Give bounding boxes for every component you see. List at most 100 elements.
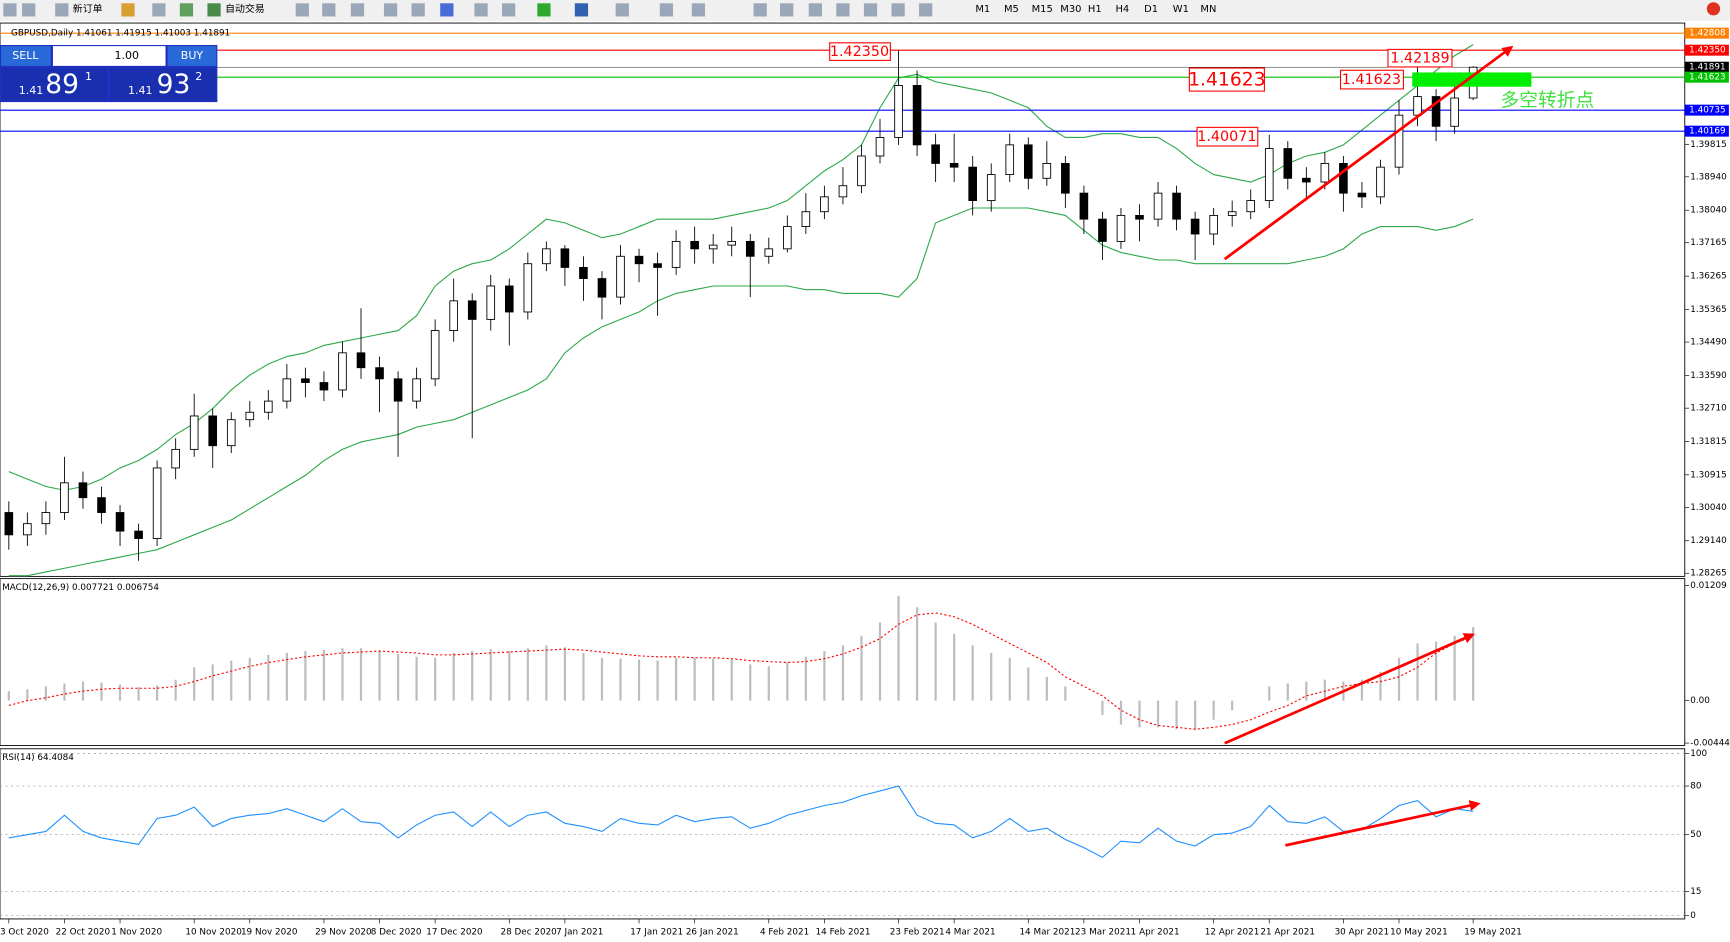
candle-body (634, 255, 644, 265)
level-tag (1684, 71, 1729, 83)
ask-box[interactable] (110, 68, 217, 102)
annotations: 1.42350 1.41623 1.41623 1.40071 1.42189 … (829, 42, 1595, 847)
sell-button[interactable] (1, 46, 51, 66)
candle-body (319, 382, 329, 391)
x-tick-label: 23 Mar 2021 (1075, 928, 1131, 938)
level-label: 1.42350 (1689, 46, 1726, 56)
candle-body (838, 185, 848, 198)
auto-trading-button[interactable]: 自动交易 (225, 2, 265, 15)
candle-body (1172, 192, 1181, 220)
candle-body (931, 144, 940, 164)
x-tick-label: 17 Dec 2020 (426, 928, 483, 938)
candle-body (171, 448, 180, 469)
x-tick-label: 4 Feb 2021 (760, 928, 809, 938)
x-tick-label: 1 Apr 2021 (1131, 928, 1180, 938)
y-tick-label: 15 (1690, 887, 1701, 897)
candle-body (1357, 192, 1367, 198)
lot-value: 1.00 (114, 49, 139, 62)
candle-body (412, 378, 421, 402)
buy-button[interactable] (167, 46, 217, 66)
x-tick-label: 23 Feb 2021 (890, 928, 945, 938)
timeframe-button[interactable]: D1 (1144, 4, 1158, 15)
timeframe-button[interactable]: M5 (1004, 4, 1019, 15)
candle-body (1005, 144, 1015, 176)
band-lower (8, 207, 1474, 577)
level-tag (1684, 104, 1729, 116)
candle-body (764, 248, 774, 257)
candle-body (134, 530, 143, 539)
candle-body (504, 285, 514, 313)
annotation: 1.41623 (1188, 70, 1266, 91)
bid-pips: 89 (45, 69, 79, 100)
level-tag (1684, 44, 1729, 56)
new-order-button[interactable]: 新订单 (73, 2, 103, 15)
candle-body (1302, 177, 1311, 183)
candle-body (23, 523, 32, 536)
candle-body (1153, 192, 1163, 220)
x-tick-label: 30 Apr 2021 (1335, 928, 1390, 938)
lot-field[interactable] (52, 46, 166, 66)
ask-big: 1.41 (128, 84, 153, 97)
y-tick-label: 1.34490 (1690, 338, 1727, 348)
x-tick-label: 14 Mar 2021 (1019, 928, 1075, 938)
candle-body (1061, 162, 1070, 194)
y-tick-label: 1.31815 (1690, 437, 1726, 447)
candle-body (1320, 162, 1330, 183)
x-tick-label: 28 Dec 2020 (500, 928, 557, 938)
candle-body (60, 482, 69, 513)
candle-body (745, 240, 755, 257)
timeframe-button[interactable]: H1 (1088, 4, 1102, 15)
candle-body (1098, 218, 1107, 242)
timeframe-button[interactable]: MN (1200, 4, 1216, 15)
x-tick-label: 17 Jan 2021 (630, 928, 683, 938)
trade-panel: SELL 1.00 BUY 1.41 89 1 1.41 93 2 (0, 45, 218, 103)
timeframe-button[interactable]: M30 (1060, 4, 1081, 15)
candle-body (949, 162, 959, 168)
rsi-line (8, 785, 1474, 859)
candle-body (356, 352, 366, 369)
candle-body (1209, 214, 1218, 235)
timeframe-button[interactable]: W1 (1173, 4, 1189, 15)
candle-body (115, 512, 125, 532)
candle-body (579, 266, 588, 279)
x-tick-label: 19 May 2021 (1464, 928, 1522, 938)
band-upper (8, 44, 1474, 491)
bid-box[interactable] (1, 68, 108, 102)
candle-body (1135, 214, 1144, 220)
candle-body (616, 255, 625, 298)
annotation-note: 多空转折点 (1501, 91, 1595, 112)
timeframe-button[interactable]: M1 (975, 4, 990, 15)
candle-body (152, 467, 162, 539)
sell-label: SELL (12, 49, 39, 62)
candle-body (894, 85, 903, 138)
x-tick-label: 7 Jan 2021 (556, 928, 603, 938)
level-label: 1.40169 (1689, 127, 1725, 137)
y-tick-label: 1.37165 (1690, 238, 1726, 248)
candle-body (912, 85, 922, 146)
x-tick-label: 8 Dec 2020 (371, 928, 422, 938)
timeframe-button[interactable]: H4 (1115, 4, 1129, 15)
price-panel (0, 22, 1686, 577)
candle-body (968, 166, 977, 202)
ask-point: 2 (195, 70, 202, 83)
y-tick-label: 0 (1690, 911, 1696, 921)
x-tick-label: 26 Jan 2021 (686, 928, 739, 938)
candle-body (41, 512, 51, 525)
trend-arrow (1224, 633, 1475, 745)
level-label: 1.42808 (1689, 29, 1725, 39)
timeframe-button[interactable]: M15 (1032, 4, 1053, 15)
candle-body (542, 248, 551, 265)
y-tick-label: 1.39815 (1690, 140, 1726, 150)
level-tag (1684, 61, 1729, 73)
level-label: 1.40735 (1689, 106, 1725, 116)
plot: M1 M5 M15 M30 H1 H4 D1 W1 MN 1.39815 1.38940 1.3804… (0, 4, 1730, 938)
macd-title: MACD(12,26,9) 0.007721 0.006754 (2, 583, 159, 593)
candle-body (4, 512, 14, 536)
candle-body (208, 415, 218, 447)
candle-body (1394, 114, 1404, 168)
bid-point: 1 (85, 70, 92, 83)
annotation-box (829, 42, 891, 61)
candle-body (1431, 96, 1441, 127)
trend-arrow (1285, 800, 1481, 847)
